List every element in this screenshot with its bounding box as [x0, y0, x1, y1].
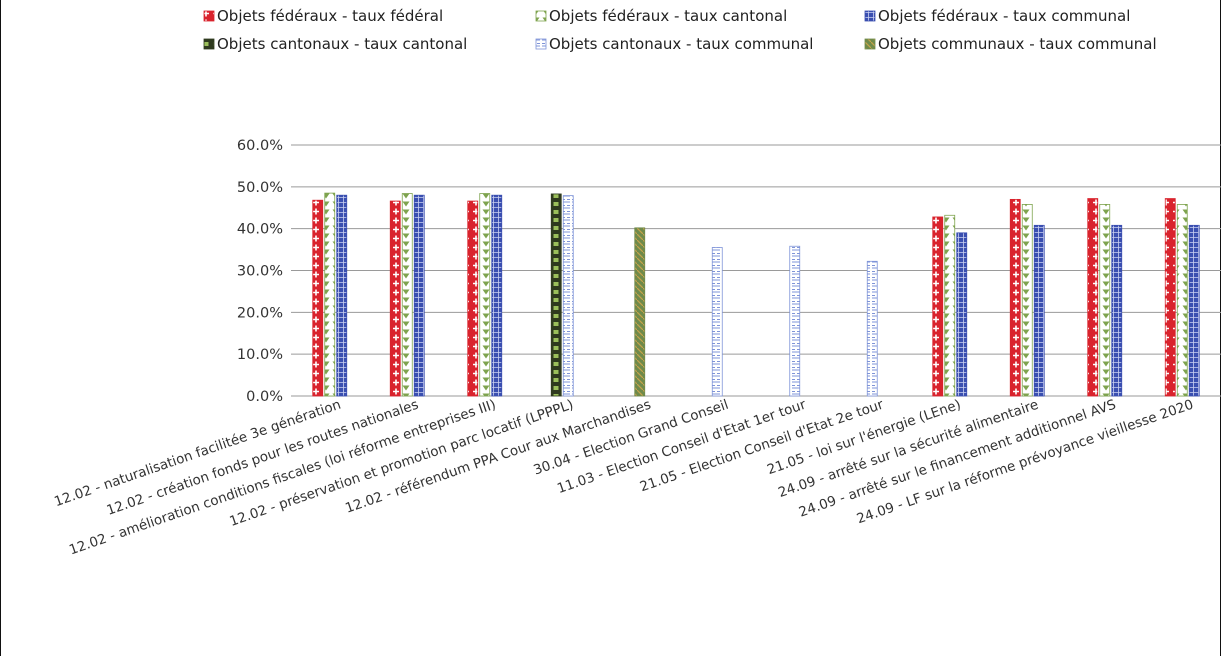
- gridlines: [291, 144, 1221, 397]
- bar: [932, 216, 944, 397]
- y-tick-label: 60.0%: [237, 138, 283, 154]
- bar: [336, 194, 348, 397]
- bar: [1087, 198, 1099, 397]
- legend-swatch: [535, 38, 547, 50]
- bars: [312, 192, 1200, 397]
- legend-label: Objets fédéraux - taux fédéral: [217, 7, 443, 25]
- bar: [312, 199, 324, 397]
- legend-label: Objets cantonaux - taux communal: [549, 35, 813, 53]
- y-tick-label: 10.0%: [237, 347, 283, 363]
- y-tick-label: 40.0%: [237, 222, 283, 238]
- y-tick-label: 0.0%: [246, 389, 283, 405]
- y-axis: 0.0% 10.0% 20.0% 30.0% 40.0% 50.0% 60.0%: [237, 138, 283, 405]
- y-tick-label: 30.0%: [237, 264, 283, 280]
- x-axis: 12.02 - naturalisation facilitée 3e géné…: [52, 397, 1195, 559]
- bar: [550, 193, 562, 397]
- y-tick-label: 50.0%: [237, 180, 283, 196]
- bar: [1033, 224, 1045, 397]
- bar: [401, 193, 413, 397]
- legend-label: Objets communaux - taux communal: [878, 35, 1157, 53]
- legend-label: Objets cantonaux - taux cantonal: [217, 35, 467, 53]
- legend-label: Objets fédéraux - taux communal: [878, 7, 1130, 25]
- bar: [1188, 224, 1200, 397]
- bar: [634, 227, 646, 397]
- legend-label: Objets fédéraux - taux cantonal: [549, 7, 787, 25]
- bar: [389, 200, 401, 397]
- legend-swatch: [864, 10, 876, 22]
- bar: [866, 260, 878, 397]
- bar: [467, 200, 479, 397]
- bar: [479, 193, 491, 397]
- legend-swatch: [203, 38, 215, 50]
- bar: [1111, 224, 1123, 397]
- legend-swatch: [864, 38, 876, 50]
- bar: [413, 194, 425, 397]
- bar: [944, 214, 956, 397]
- bar: [956, 232, 968, 397]
- bar: [1009, 198, 1021, 397]
- bar: [491, 194, 503, 397]
- bar: [562, 195, 574, 397]
- legend-swatch: [535, 10, 547, 22]
- bar: [711, 247, 723, 397]
- bar: [789, 245, 801, 397]
- legend: Objets fédéraux - taux fédéral Objets féd…: [203, 7, 1157, 53]
- bar: [1164, 198, 1176, 397]
- legend-swatch: [203, 10, 215, 22]
- bar: [1021, 204, 1033, 397]
- y-tick-label: 20.0%: [237, 305, 283, 321]
- bar: [324, 192, 336, 397]
- bar: [1099, 204, 1111, 397]
- bar: [1176, 204, 1188, 397]
